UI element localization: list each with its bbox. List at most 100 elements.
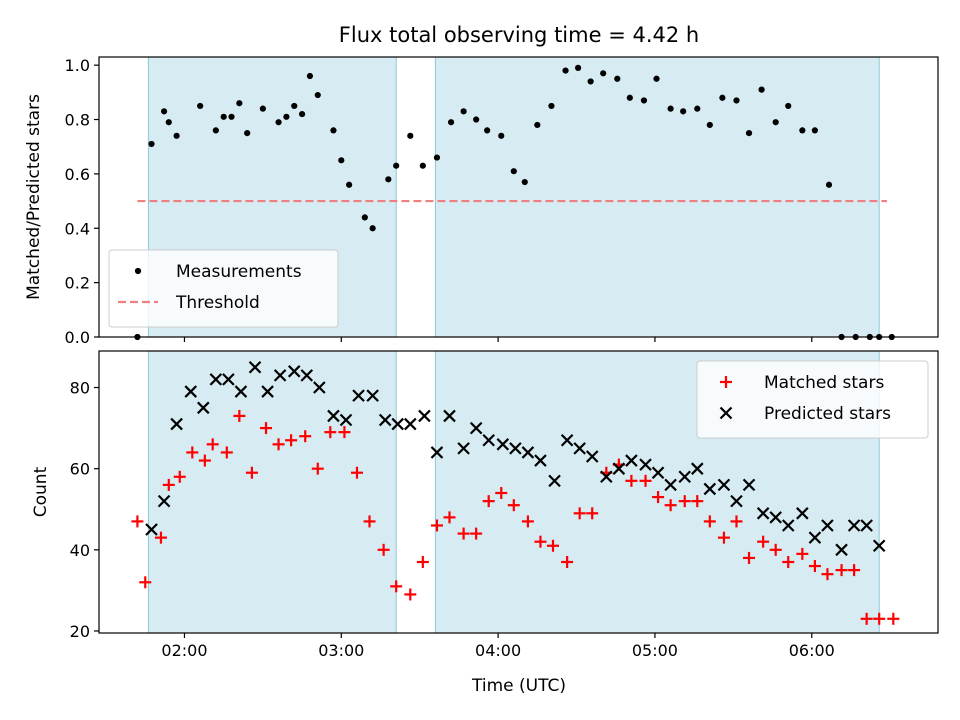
data-point (730, 494, 743, 508)
y-tick-label: 20 (70, 622, 90, 641)
data-point (573, 507, 586, 520)
legend-marker (720, 376, 732, 388)
data-point (811, 127, 818, 134)
data-point (197, 401, 210, 415)
x-tick-label: 06:00 (789, 641, 835, 660)
data-point (469, 421, 483, 435)
data-point (785, 102, 792, 110)
data-point (887, 612, 900, 625)
data-point (808, 560, 821, 573)
top-panel: 0.0 0.2 0.4 0.6 0.8 1.0 Measurements Threshold (65, 56, 939, 347)
x-tick-label: 04:00 (475, 641, 521, 660)
data-point (390, 580, 403, 593)
data-point (835, 543, 848, 557)
legend-label: Matched stars (764, 373, 884, 393)
data-point (299, 430, 312, 443)
data-point (443, 409, 456, 423)
data-point (220, 113, 227, 120)
data-point (639, 458, 652, 471)
data-point (324, 426, 337, 439)
data-point (393, 162, 400, 169)
y-tick-label: 0.0 (65, 328, 90, 347)
data-point (430, 446, 444, 459)
data-point (521, 446, 535, 459)
data-point (574, 64, 582, 71)
data-point (706, 121, 713, 129)
data-point (782, 555, 795, 568)
data-point (772, 119, 779, 126)
y-tick-label: 0.8 (65, 111, 90, 130)
data-point (186, 446, 199, 459)
data-point (758, 86, 765, 93)
data-point (430, 519, 443, 532)
data-point (236, 100, 243, 107)
data-point (283, 113, 290, 120)
data-point (377, 543, 390, 556)
data-point (298, 110, 306, 118)
data-point (848, 564, 861, 577)
data-point (447, 119, 455, 126)
data-point (757, 535, 770, 548)
data-point (587, 78, 594, 85)
legend-label: Threshold (175, 293, 260, 313)
y-axis-label-top: Matched/Predicted stars (24, 94, 44, 300)
data-point (306, 72, 314, 80)
data-point (206, 438, 219, 451)
data-point (664, 478, 677, 492)
y-tick-label: 60 (70, 460, 90, 479)
series-measurements (134, 64, 895, 341)
data-point (521, 515, 534, 528)
data-point (717, 531, 730, 544)
data-point (139, 576, 152, 589)
data-point (470, 527, 483, 540)
y-tick-label: 1.0 (65, 56, 90, 75)
data-point (198, 454, 211, 467)
data-point (756, 507, 770, 520)
data-point (273, 369, 287, 382)
data-point (275, 119, 282, 126)
x-tick-label: 02:00 (161, 641, 207, 660)
data-point (821, 568, 834, 581)
data-point (311, 462, 324, 475)
y-tick-label: 80 (70, 379, 90, 398)
data-point (586, 507, 599, 520)
chart-title: Flux total observing time = 4.42 h (339, 23, 699, 47)
data-point (338, 157, 345, 164)
axes-frame (98, 56, 939, 338)
data-point (391, 417, 405, 431)
data-point (173, 132, 180, 139)
data-point (339, 413, 353, 427)
legend-box (108, 249, 339, 328)
data-point (244, 130, 251, 137)
legend: Measurements Threshold (108, 249, 339, 328)
data-point (272, 438, 285, 451)
data-point (287, 365, 301, 378)
data-point (667, 105, 674, 112)
data-point (165, 119, 172, 126)
data-point (327, 409, 340, 423)
data-point (612, 462, 626, 475)
data-point (361, 214, 368, 221)
data-point (157, 494, 171, 508)
data-point (338, 426, 351, 439)
data-point (484, 127, 491, 134)
data-point (460, 108, 467, 115)
data-point (418, 409, 431, 423)
legend-marker (134, 267, 142, 275)
data-point (482, 433, 495, 447)
data-point (799, 127, 806, 134)
legend-label: Measurements (176, 262, 302, 282)
data-point (664, 499, 677, 512)
data-point (562, 67, 569, 74)
data-point (835, 564, 848, 577)
data-point (796, 547, 809, 560)
data-point (730, 515, 743, 528)
data-point (507, 499, 520, 512)
data-point (573, 442, 586, 455)
data-point (781, 519, 795, 532)
data-point (245, 466, 258, 479)
data-point (585, 450, 599, 463)
data-point (743, 551, 756, 564)
data-point (260, 422, 273, 435)
